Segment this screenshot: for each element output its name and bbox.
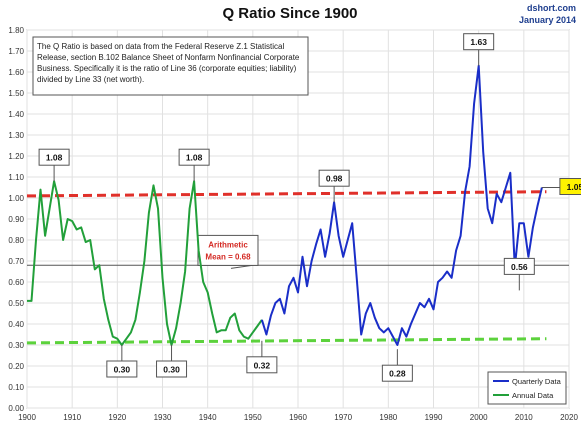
x-tick-label: 2010 — [515, 413, 533, 422]
legend-label-annual: Annual Data — [512, 391, 554, 400]
callout-label: 0.28 — [389, 369, 406, 379]
y-tick-label: 1.30 — [8, 131, 24, 140]
callout-box — [381, 364, 413, 382]
y-tick-label: 0.10 — [8, 383, 24, 392]
mean-label-line-2: Mean = 0.68 — [205, 252, 251, 261]
x-tick-label: 1970 — [334, 413, 352, 422]
x-tick-label: 1980 — [379, 413, 397, 422]
x-tick-label: 1920 — [108, 413, 126, 422]
callout-box — [246, 356, 278, 374]
y-tick-label: 1.60 — [8, 68, 24, 77]
callout-box — [503, 257, 535, 275]
note-line-4: divided by Line 33 (net worth). — [37, 75, 144, 84]
x-tick-label: 1940 — [199, 413, 217, 422]
x-tick-label: 2020 — [560, 413, 578, 422]
note-line-3: Business. Specifically it is the ratio o… — [37, 64, 297, 73]
y-tick-label: 1.00 — [8, 194, 24, 203]
y-tick-label: 0.30 — [8, 341, 24, 350]
source-label: dshort.com — [527, 3, 576, 13]
y-tick-label: 0.90 — [8, 215, 24, 224]
callout-label: 0.98 — [326, 174, 343, 184]
series-lines — [27, 64, 543, 346]
series-line-quarterly — [260, 64, 543, 346]
x-tick-label: 1900 — [18, 413, 36, 422]
y-tick-label: 1.70 — [8, 47, 24, 56]
mean-line-group: Arithmetic Mean = 0.68 — [27, 234, 569, 269]
y-tick-label: 0.70 — [8, 257, 24, 266]
note-box: The Q Ratio is based on data from the Fe… — [32, 36, 309, 96]
callout-label: 1.08 — [186, 153, 203, 163]
y-tick-label: 0.20 — [8, 362, 24, 371]
callout-label: 1.08 — [46, 153, 63, 163]
callout-box — [156, 360, 188, 378]
x-tick-label: 1960 — [289, 413, 307, 422]
callout-box — [38, 148, 70, 166]
callouts: 1.08 1.08 0.98 1.63 0.30 0.30 0.32 0.28 0.56 1.05 — [38, 33, 581, 382]
y-tick-label: 1.20 — [8, 152, 24, 161]
chart-title: Q Ratio Since 1900 — [222, 5, 357, 22]
note-line-1: The Q Ratio is based on data from the Fe… — [37, 42, 284, 51]
y-tick-label: 0.40 — [8, 320, 24, 329]
trend-line-top — [26, 190, 547, 198]
note-box-frame — [32, 36, 309, 96]
series-line-annual — [27, 180, 263, 346]
date-label: January 2014 — [519, 15, 576, 25]
callout-label: 0.32 — [254, 360, 271, 370]
callout-box — [463, 33, 495, 51]
mean-label-line-1: Arithmetic — [208, 240, 248, 249]
trend-lines — [26, 190, 547, 345]
callout-box — [178, 148, 210, 166]
x-tick-label: 1950 — [244, 413, 262, 422]
note-line-2: Release, section B.102 Balance Sheet of … — [37, 53, 300, 62]
x-tick-label: 2000 — [470, 413, 488, 422]
y-tick-label: 1.80 — [8, 26, 24, 35]
callout-box-highlight — [559, 178, 581, 195]
callout-label: 0.56 — [511, 262, 528, 272]
callout-label: 1.63 — [470, 37, 487, 47]
x-tick-label: 1910 — [63, 413, 81, 422]
y-tick-label: 1.50 — [8, 89, 24, 98]
x-axis-ticks: 1900 1910 1920 1930 1940 1950 1960 1970 1980 1990… — [18, 413, 578, 422]
mean-label-box — [197, 234, 259, 266]
callout-label: 0.30 — [114, 365, 131, 375]
callout-box — [106, 360, 138, 378]
y-tick-label: 0.80 — [8, 236, 24, 245]
x-tick-label: 1990 — [425, 413, 443, 422]
legend-frame — [487, 371, 567, 405]
y-tick-label: 0.00 — [8, 404, 24, 413]
trend-line-bottom — [26, 337, 547, 345]
y-tick-label: 0.50 — [8, 299, 24, 308]
x-tick-label: 1930 — [154, 413, 172, 422]
callout-label: 0.30 — [163, 365, 180, 375]
callout-label: 1.05 — [567, 182, 581, 192]
y-tick-label: 0.60 — [8, 278, 24, 287]
y-tick-label: 1.10 — [8, 173, 24, 182]
y-tick-label: 1.40 — [8, 110, 24, 119]
callout-box — [318, 169, 350, 187]
y-axis-ticks: 0.00 0.10 0.20 0.30 0.40 0.50 0.60 0.70 0.80 0.90… — [8, 26, 24, 413]
legend: Quarterly Data Annual Data — [487, 371, 567, 405]
legend-label-quarterly: Quarterly Data — [512, 377, 562, 386]
